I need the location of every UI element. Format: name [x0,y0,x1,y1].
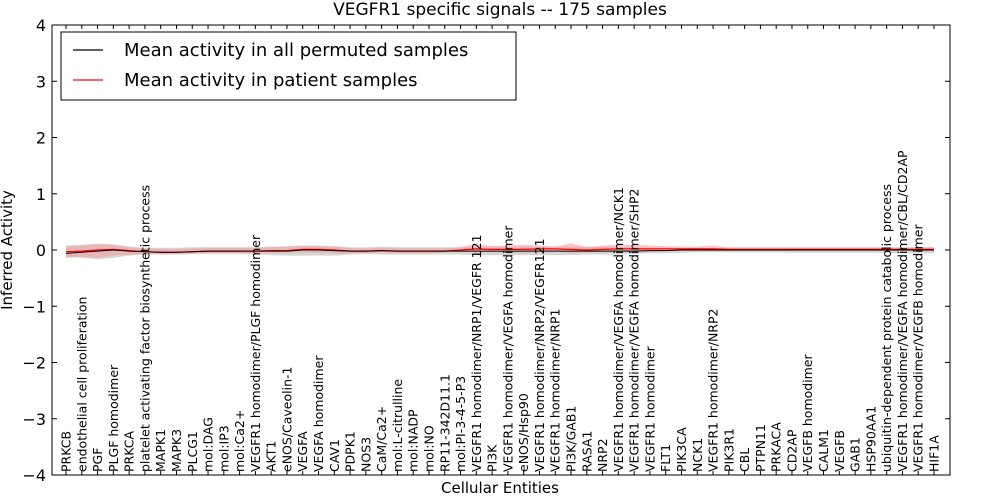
x-tick-label: mol:Ca2+ [232,410,247,472]
y-tick-label: 4 [36,16,46,35]
x-tick-label: RASA1 [579,431,594,472]
y-tick-label: 2 [36,129,46,148]
x-tick-label: PTPN11 [753,424,768,472]
x-tick-label: PGF [90,448,105,472]
x-tick-label: FLT1 [658,444,673,472]
x-tick-label: VEGFR1 homodimer/NRP2 [706,309,721,472]
x-tick-label: RP11-342D11.1 [437,374,452,472]
y-tick-label: 1 [36,185,46,204]
x-tick-label: PLCG1 [185,431,200,472]
x-tick-label: MAPK1 [153,429,168,472]
y-tick-label: −2 [22,354,46,373]
x-tick-label: eNOS/Hsp90 [516,393,531,472]
x-tick-label: NRP2 [595,438,610,472]
y-tick-label: −4 [22,466,46,485]
x-tick-label: GAB1 [848,437,863,472]
x-tick-label: platelet activating factor biosynthetic … [137,185,152,472]
x-tick-label: PIK3CA [674,427,689,472]
x-tick-label: VEGFR1 homodimer/NRP1/VEGFR 121 [469,234,484,472]
x-tick-label: mol:NO [422,425,437,472]
x-tick-label: CBL [737,448,752,472]
x-tick-label: AKT1 [264,441,279,472]
x-tick-label: VEGFR1 homodimer/VEGFA homodimer/SHP2 [627,188,642,472]
x-tick-label: VEGFR1 homodimer/NRP2/VEGFR121 [532,238,547,472]
x-tick-label: NOS3 [358,437,373,472]
x-tick-label: mol:NADP [406,409,421,472]
x-tick-label: VEGFR1 homodimer/PLGF homodimer [248,234,263,472]
x-tick-label: PRKACA [769,422,784,472]
plot-area: −4 −3 −2 −1 0 1 2 3 4 PRKCB endothelial cell proli… [22,16,951,485]
x-tick-label: VEGFR1 homodimer/VEGFA homodimer [500,225,515,472]
x-tick-label: PLGF homodimer [106,364,121,472]
x-tick-label: VEGFR1 homodimer/VEGFB homodimer [911,224,926,472]
x-tick-label: mol:PI-3-4-5-P3 [453,376,468,472]
x-tick-label: PIK3R1 [721,428,736,472]
legend-label-1: Mean activity in all permuted samples [124,40,468,61]
chart-title: VEGFR1 specific signals -- 175 samples [333,0,667,20]
series-1-line [65,249,934,254]
x-tick-label: PI3K/GAB1 [564,406,579,472]
x-tick-label: MAPK3 [169,429,184,472]
legend-label-2: Mean activity in patient samples [124,70,418,91]
x-tick-label: VEGFB homodimer [800,353,815,472]
x-tick-label: CALM1 [816,429,831,472]
x-tick-label: eNOS/Caveolin-1 [279,367,294,472]
y-tick-label: 3 [36,72,46,91]
y-tick-label: 0 [36,241,46,260]
x-tick-label: VEGFA [295,431,310,472]
x-tick-label: PI3K [485,444,500,472]
x-tick-label: mol:DAG [201,417,216,472]
x-tick-label: HSP90AA1 [863,406,878,472]
x-tick-label: VEGFR1 homodimer/VEGFA homodimer/NCK1 [611,187,626,472]
x-tick-label: VEGFR1 homodimer/NRP1 [548,309,563,472]
x-tick-label: CD2AP [785,429,800,472]
y-axis-label: Inferred Activity [0,190,16,310]
x-tick-label: mol:IP3 [216,425,231,472]
x-axis-label: Cellular Entities [441,479,559,497]
x-tick-label: CAV1 [327,439,342,472]
x-tick-label: VEGFB [832,430,847,472]
legend [60,31,517,101]
x-tick-label: PRKCA [122,431,137,472]
x-tick-label: VEGFR1 homodimer/VEGFA homodimer/CBL/CD2… [895,150,910,472]
x-tick-label: mol:L-citrulline [390,379,405,472]
x-tick-label: VEGFA homodimer [311,355,326,472]
y-tick-label: −1 [22,297,46,316]
x-tick-label: VEGFR1 homodimer [642,345,657,472]
x-tick-label: HIF1A [927,435,942,472]
y-tick-label: −3 [22,410,46,429]
x-tick-label: ubiquitin-dependent protein catabolic pr… [879,184,894,472]
x-tick-label: endothelial cell proliferation [74,297,89,472]
x-tick-label: NCK1 [690,438,705,472]
x-tick-label: CaM/Ca2+ [374,406,389,472]
x-tick-label: PRKCB [59,431,74,472]
x-tick-label: PDPK1 [343,431,358,472]
